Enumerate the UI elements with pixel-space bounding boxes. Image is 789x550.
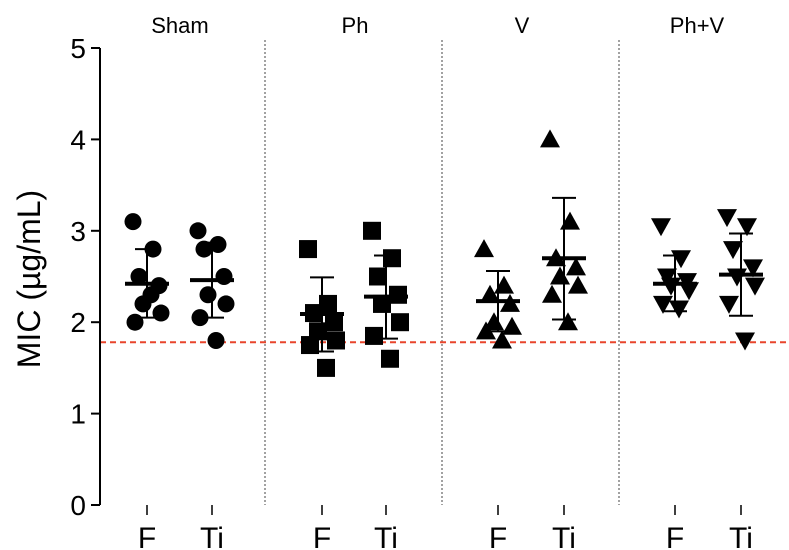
- group-title: Ph: [342, 13, 369, 38]
- category-label: Ti: [200, 522, 224, 550]
- data-point: [492, 330, 512, 349]
- data-point: [669, 300, 689, 319]
- data-point: [327, 331, 345, 350]
- data-point: [383, 249, 401, 268]
- y-axis-title: MIC (µg/mL): [11, 190, 47, 368]
- data-point: [365, 326, 383, 345]
- data-point: [717, 209, 737, 228]
- category-label: F: [666, 522, 684, 550]
- category-label: F: [138, 522, 156, 550]
- data-point: [317, 358, 335, 377]
- data-point: [130, 268, 148, 285]
- data-point: [199, 286, 217, 304]
- data-point: [540, 129, 560, 148]
- data-point: [550, 266, 570, 285]
- data-point: [301, 336, 319, 355]
- group-dividers: [264, 40, 620, 505]
- data-point: [743, 259, 763, 278]
- category-label: Ti: [374, 522, 398, 550]
- category-label: F: [313, 522, 331, 550]
- data-point: [566, 257, 586, 276]
- data-point: [558, 312, 578, 331]
- data-point: [568, 275, 588, 294]
- data-point: [542, 284, 562, 303]
- data-point: [391, 313, 409, 332]
- group-title: Ph+V: [670, 13, 725, 38]
- group-title: Sham: [151, 13, 208, 38]
- data-point: [209, 236, 227, 254]
- data-point: [195, 240, 213, 258]
- data-point: [363, 221, 381, 240]
- data-point: [480, 284, 500, 303]
- data-point: [369, 267, 387, 286]
- y-tick-label: 5: [70, 33, 86, 64]
- data-point: [651, 218, 671, 237]
- y-tick-label: 0: [70, 490, 86, 521]
- y-axis: 0 1 2 3 4 5: [70, 33, 742, 521]
- data-point: [735, 332, 755, 351]
- data-point: [142, 286, 160, 304]
- y-tick-label: 2: [70, 307, 86, 338]
- data-point: [723, 241, 743, 260]
- data-point: [653, 295, 673, 314]
- data-point: [152, 304, 170, 322]
- data-point: [474, 239, 494, 258]
- data-point: [502, 316, 522, 335]
- y-tick-label: 1: [70, 399, 86, 430]
- group-title: V: [515, 13, 530, 38]
- data-point: [737, 218, 757, 237]
- data-point: [381, 349, 399, 368]
- data-point: [319, 294, 337, 313]
- data-point: [189, 222, 207, 240]
- data-point: [661, 277, 681, 296]
- data-point: [126, 313, 144, 331]
- category-label: Ti: [729, 522, 753, 550]
- data-point: [719, 295, 739, 314]
- data-points: [124, 129, 765, 377]
- y-tick-label: 3: [70, 216, 86, 247]
- data-point: [679, 282, 699, 301]
- data-point: [207, 331, 225, 349]
- data-point: [745, 277, 765, 296]
- data-point: [215, 268, 233, 285]
- data-point: [657, 268, 677, 287]
- data-point: [299, 240, 317, 259]
- data-point: [325, 313, 343, 332]
- data-point: [727, 268, 747, 287]
- y-tick-label: 4: [70, 124, 86, 155]
- labels: Sham F Ti Ph F Ti V F Ti Ph+V F Ti: [138, 13, 753, 550]
- category-label: Ti: [552, 522, 576, 550]
- data-point: [217, 295, 235, 313]
- category-label: F: [489, 522, 507, 550]
- data-point: [124, 213, 142, 231]
